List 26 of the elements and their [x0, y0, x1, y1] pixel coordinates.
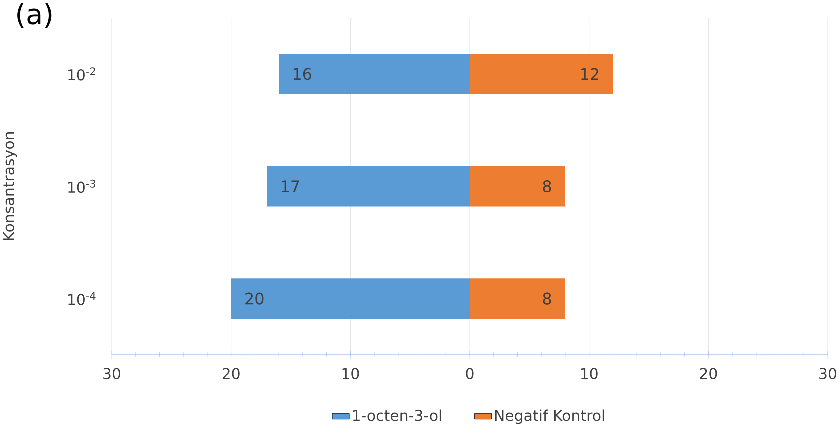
x-tick-label: 30 [820, 368, 837, 380]
x-tick-label: 10 [342, 368, 360, 380]
data-label: 16 [294, 68, 312, 80]
bar [231, 278, 470, 320]
legend-label: Negatif Kontrol [495, 410, 604, 424]
data-label: 8 [543, 180, 552, 193]
legend-label: 1-octen-3-ol [353, 410, 442, 422]
bar [279, 54, 470, 94]
bar [470, 54, 614, 94]
x-tick-label: 20 [222, 368, 240, 380]
x-tick-label: 20 [700, 368, 718, 380]
y-axis-title: Konsantrasyon [3, 132, 18, 240]
bar [267, 166, 470, 207]
y-tick-label: 10$^{-3}$ [68, 180, 96, 194]
chart-title: (a) [18, 3, 52, 28]
data-label: 8 [543, 292, 552, 305]
x-tick-label: 30 [104, 368, 121, 380]
bar [470, 278, 566, 320]
x-tick-label: 10 [581, 368, 598, 380]
y-tick-label: 10$^{-2}$ [68, 68, 96, 81]
x-tick-label: 0 [466, 368, 474, 380]
data-label: 17 [282, 180, 300, 192]
y-tick-label: 10$^{-4}$ [68, 292, 96, 306]
data-label: 20 [246, 292, 264, 305]
data-label: 12 [582, 68, 598, 80]
bar [470, 166, 566, 207]
